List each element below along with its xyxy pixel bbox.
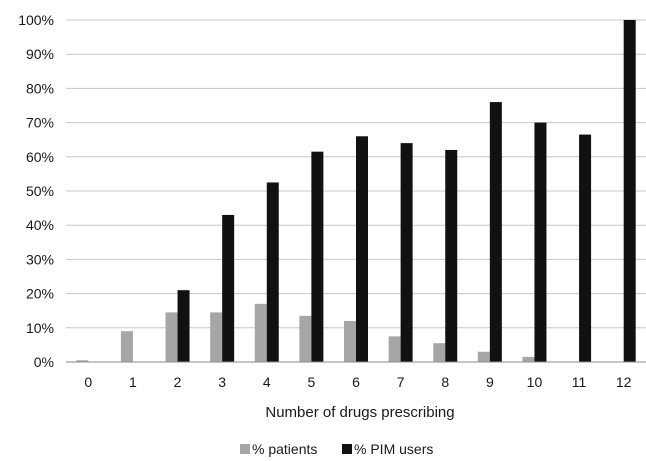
bar-patients-7 xyxy=(388,336,401,362)
x-tick-label: 11 xyxy=(572,374,587,390)
y-tick-label: 50% xyxy=(26,183,54,199)
y-tick-label: 30% xyxy=(26,251,54,267)
bar-pim-users-9 xyxy=(489,102,502,362)
x-tick-label: 5 xyxy=(307,374,315,390)
x-tick-label: 12 xyxy=(616,374,632,390)
bar-patients-10 xyxy=(522,356,535,362)
bar-patients-3 xyxy=(210,312,223,362)
x-tick-label: 2 xyxy=(174,374,182,390)
x-tick-label: 6 xyxy=(352,374,360,390)
x-tick-labels: 0 1 2 3 4 5 6 7 8 9 10 11 12 xyxy=(84,374,631,390)
y-tick-label: 70% xyxy=(26,115,54,131)
bar-pim-users-7 xyxy=(400,143,413,362)
bar-pim-users-10 xyxy=(534,122,547,362)
y-tick-label: 20% xyxy=(26,286,54,302)
x-tick-label: 0 xyxy=(84,374,92,390)
y-tick-label: 0% xyxy=(34,354,54,370)
legend-swatch xyxy=(342,444,352,454)
y-tick-label: 100% xyxy=(18,12,54,28)
bar-pim-users-5 xyxy=(311,151,324,362)
legend: % patients % PIM users xyxy=(240,441,433,457)
y-tick-label: 10% xyxy=(26,320,54,336)
bar-pim-users-11 xyxy=(579,134,592,362)
bar-patients-4 xyxy=(254,303,267,362)
x-tick-label: 4 xyxy=(263,374,271,390)
bar-patients-6 xyxy=(344,320,356,362)
x-tick-label: 3 xyxy=(218,374,226,390)
bars xyxy=(76,20,636,362)
bar-pim-users-3 xyxy=(222,214,235,362)
legend-swatch xyxy=(240,444,250,454)
x-tick-label: 1 xyxy=(129,374,137,390)
y-tick-label: 90% xyxy=(26,46,54,62)
bar-pim-users-6 xyxy=(356,136,368,362)
bar-patients-9 xyxy=(477,351,490,362)
bar-patients-1 xyxy=(120,331,133,362)
x-axis-title: Number of drugs prescribing xyxy=(265,404,454,421)
bar-pim-users-4 xyxy=(266,182,279,362)
y-tick-label: 60% xyxy=(26,149,54,165)
x-tick-label: 7 xyxy=(397,374,405,390)
y-tick-labels: 0% 10% 20% 30% 40% 50% 60% 70% 80% 90% 100% xyxy=(18,12,54,370)
bar-pim-users-12 xyxy=(623,20,636,362)
bar-patients-8 xyxy=(433,343,446,362)
x-tick-label: 9 xyxy=(486,374,494,390)
bar-pim-users-2 xyxy=(177,290,190,362)
bar-patients-5 xyxy=(299,315,312,362)
x-tick-label: 8 xyxy=(441,374,449,390)
bar-patients-2 xyxy=(165,312,178,362)
bar-patients-0 xyxy=(76,360,89,362)
y-tick-label: 40% xyxy=(26,217,54,233)
bar-pim-users-8 xyxy=(445,149,458,362)
x-tick-label: 10 xyxy=(527,374,543,390)
legend-label: % PIM users xyxy=(354,441,433,457)
legend-label: % patients xyxy=(252,441,317,457)
y-tick-label: 80% xyxy=(26,80,54,96)
